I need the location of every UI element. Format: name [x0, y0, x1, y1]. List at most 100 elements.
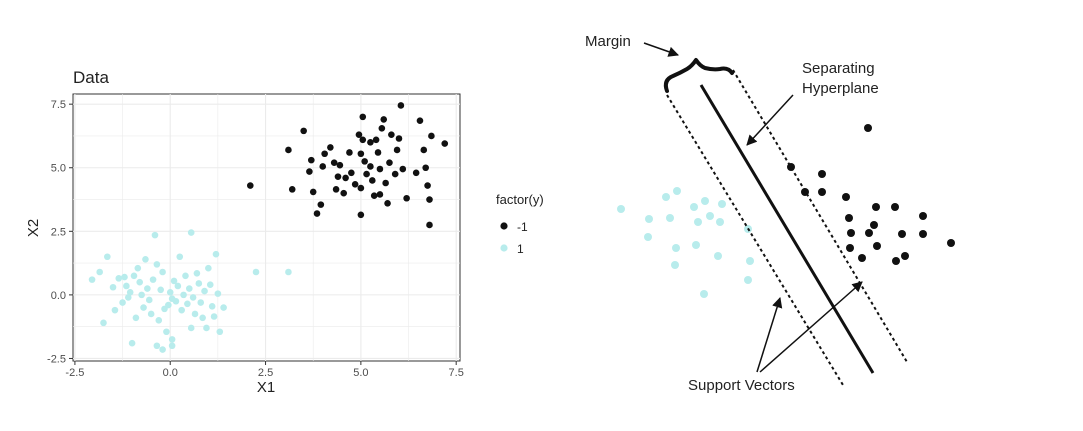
diagram-point: [846, 244, 854, 252]
point-class-pos1: [128, 339, 136, 347]
point-class-pos1: [216, 328, 224, 336]
point-class-neg1: [355, 131, 363, 138]
x-tick-label: -2.5: [65, 367, 84, 379]
point-class-neg1: [380, 116, 388, 123]
point-class-pos1: [208, 303, 216, 310]
point-class-pos1: [153, 342, 161, 350]
point-class-neg1: [313, 210, 321, 217]
diagram-point: [865, 229, 873, 237]
point-class-pos1: [203, 324, 210, 332]
diagram-point: [746, 257, 754, 265]
diagram-point: [700, 290, 708, 298]
point-class-neg1: [374, 149, 382, 156]
point-class-pos1: [126, 289, 134, 296]
point-class-pos1: [180, 291, 187, 299]
margin-boundary-right: [732, 69, 908, 363]
axis-ticks: -2.5 0.0 2.5 5.0 7.5 -2.5 0.0 2.5 5.0 7.5: [47, 99, 464, 379]
point-class-pos1: [170, 277, 178, 285]
point-class-pos1: [187, 324, 195, 332]
point-class-pos1: [115, 275, 123, 282]
scatter-plot: Data -2.5 0.0 2.5 5.0 7.5 -2.5 0.0 2.5 5.0 7.5 X1…: [25, 68, 544, 396]
point-class-neg1: [372, 136, 380, 144]
point-class-neg1: [334, 173, 342, 180]
point-class-pos1: [189, 294, 197, 301]
y-tick-label: 2.5: [51, 226, 66, 238]
y-tick-label: -2.5: [47, 353, 66, 365]
legend: factor(y) -1 1: [496, 192, 544, 256]
diagram-point: [891, 203, 899, 211]
point-class-neg1: [332, 186, 340, 193]
point-class-neg1: [357, 211, 365, 219]
hyperplane-label-line1: Separating: [802, 60, 875, 77]
point-class-neg1: [399, 165, 407, 173]
point-class-pos1: [182, 272, 189, 280]
point-class-neg1: [386, 159, 393, 166]
point-class-neg1: [424, 182, 431, 189]
point-class-pos1: [104, 253, 111, 261]
x-tick-label: 0.0: [163, 367, 178, 379]
point-class-pos1: [109, 283, 117, 291]
point-class-pos1: [165, 301, 172, 309]
point-class-neg1: [397, 102, 405, 109]
point-class-neg1: [376, 165, 384, 173]
point-class-neg1: [288, 186, 296, 193]
diagram-point: [694, 218, 702, 226]
diagram-point: [870, 221, 878, 229]
margin-brace: [663, 58, 734, 93]
plot-panel: [72, 93, 461, 362]
point-class-neg1: [370, 192, 378, 200]
diagram-point: [898, 230, 906, 238]
diagram-point: [644, 233, 652, 241]
support-vectors-label: Support Vectors: [688, 377, 795, 394]
point-class-neg1: [246, 182, 254, 189]
margin-label: Margin: [585, 33, 631, 50]
data-points: [88, 102, 449, 353]
support-vector-arrow-right: [759, 281, 863, 373]
diagram-point: [716, 218, 724, 226]
diagram-point: [617, 205, 625, 213]
point-class-neg1: [309, 188, 317, 196]
point-class-neg1: [367, 163, 374, 170]
diagram-point: [901, 252, 909, 260]
legend-key-neg1: [500, 222, 508, 230]
point-class-pos1: [96, 268, 103, 276]
point-class-pos1: [119, 299, 126, 306]
point-class-pos1: [88, 276, 96, 283]
point-class-pos1: [153, 261, 161, 268]
margin-arrow: [643, 42, 679, 57]
hyperplane-arrow: [746, 94, 794, 146]
support-vector-arrow-left: [756, 296, 783, 373]
separating-hyperplane: [699, 84, 875, 374]
svm-diagram: Margin Separating Hyperplane Support Vec…: [585, 33, 955, 394]
point-class-pos1: [220, 304, 227, 311]
point-class-pos1: [166, 289, 174, 296]
y-tick-label: 5.0: [51, 163, 66, 175]
y-tick-label: 0.0: [51, 290, 66, 302]
point-class-pos1: [159, 268, 166, 276]
point-class-neg1: [391, 170, 399, 178]
point-class-pos1: [193, 269, 201, 277]
point-class-pos1: [252, 268, 260, 276]
point-class-neg1: [384, 200, 391, 207]
point-class-neg1: [428, 132, 435, 140]
point-class-pos1: [212, 250, 220, 258]
point-class-neg1: [367, 139, 374, 146]
point-class-pos1: [195, 280, 203, 287]
point-class-neg1: [361, 158, 368, 165]
point-class-neg1: [306, 168, 313, 175]
point-class-neg1: [359, 113, 367, 121]
point-class-pos1: [178, 306, 185, 314]
point-class-pos1: [123, 282, 130, 290]
point-class-pos1: [100, 319, 107, 327]
diagram-point: [645, 215, 653, 223]
hyperplane-label-line2: Hyperplane: [802, 80, 879, 97]
point-class-neg1: [330, 159, 338, 166]
point-class-pos1: [111, 306, 119, 314]
point-class-pos1: [130, 272, 138, 280]
point-class-neg1: [357, 184, 365, 192]
point-class-pos1: [140, 304, 147, 311]
diagram-point: [744, 276, 752, 284]
x-axis-label: X1: [257, 379, 275, 396]
chart-title: Data: [73, 68, 109, 87]
point-class-neg1: [395, 135, 403, 142]
